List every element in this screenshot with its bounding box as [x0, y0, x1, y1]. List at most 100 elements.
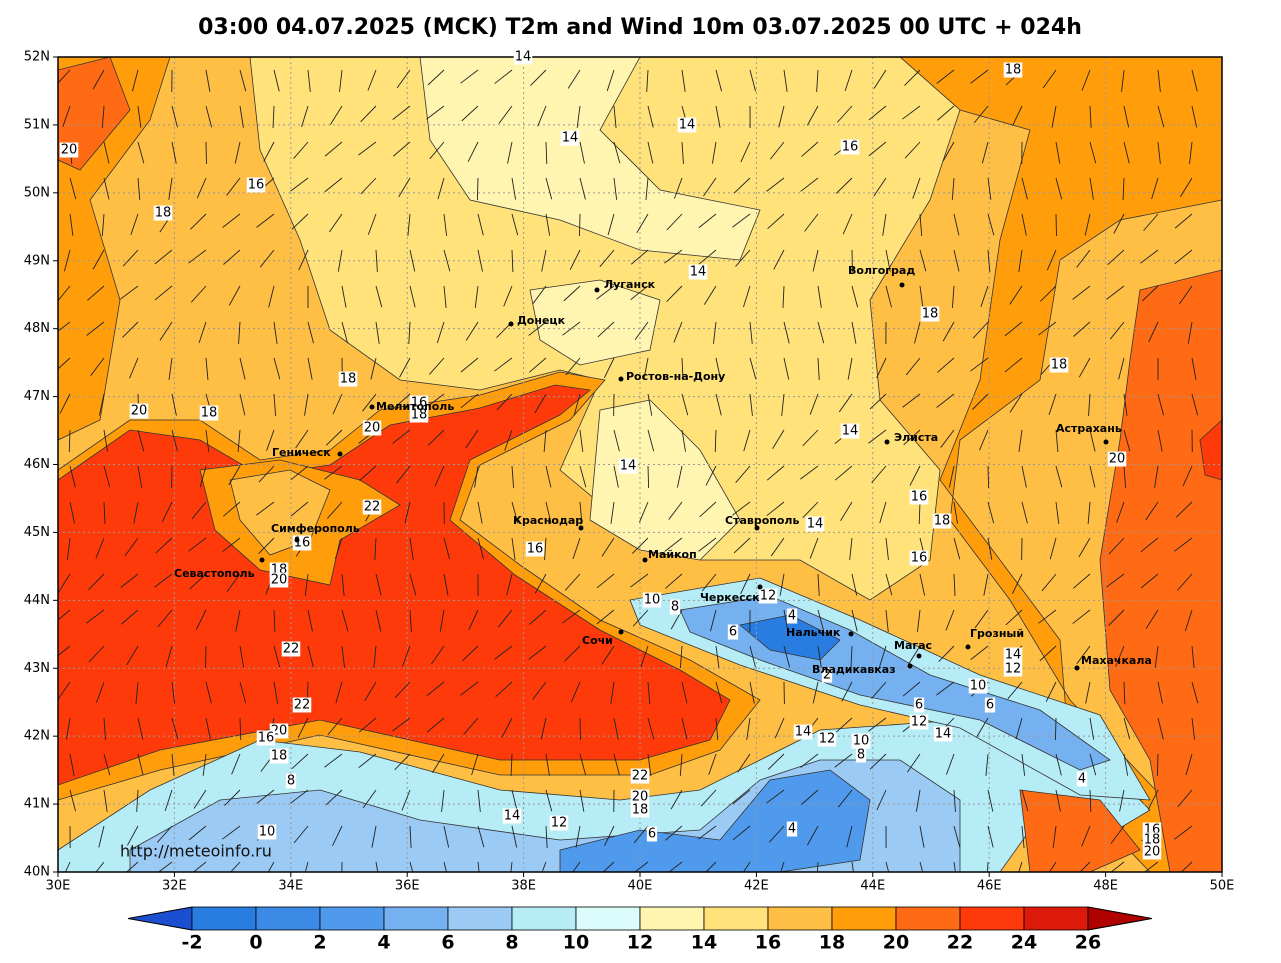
- wind-barb: [222, 213, 241, 228]
- wind-barb: [332, 393, 343, 415]
- wind-barb: [812, 681, 819, 704]
- wind-barb: [749, 357, 757, 380]
- wind-barb: [809, 393, 819, 415]
- wind-barb: [632, 537, 649, 554]
- city-dot: [757, 584, 763, 590]
- wind-barb: [443, 573, 449, 596]
- wind-barb: [496, 393, 513, 411]
- wind-barb: [953, 573, 956, 596]
- wind-barb: [164, 789, 173, 812]
- colorbar-label: 10: [563, 932, 589, 954]
- wind-barb: [268, 285, 275, 308]
- wind-barb: [431, 645, 445, 665]
- wind-barb: [1180, 861, 1193, 872]
- contour-label: 12: [551, 816, 568, 831]
- contour-label: 10: [259, 825, 276, 840]
- wind-barb: [665, 825, 683, 841]
- wind-barb: [749, 393, 753, 416]
- contour-label: 14: [1005, 648, 1022, 663]
- field-0-2: [739, 614, 841, 661]
- wind-barb: [1078, 537, 1091, 558]
- wind-barb: [477, 501, 483, 524]
- wind-barb: [768, 825, 785, 843]
- city-name: Черкесск: [700, 591, 760, 604]
- wind-barb: [816, 69, 819, 92]
- wind-barb: [1123, 717, 1131, 740]
- city-dot: [848, 631, 854, 637]
- wind-barb: [732, 213, 751, 228]
- wind-barb: [1143, 213, 1159, 231]
- contour-label-bg: [362, 420, 382, 436]
- wind-barb: [195, 609, 207, 630]
- wind-barb: [124, 537, 139, 557]
- wind-barb: [715, 681, 723, 704]
- wind-barb: [665, 573, 683, 589]
- wind-barb: [1039, 645, 1057, 662]
- wind-barb: [976, 717, 989, 738]
- wind-barb: [980, 285, 989, 307]
- wind-barb: [1055, 213, 1057, 237]
- wind-barb: [849, 537, 853, 560]
- wind-barb: [953, 213, 960, 236]
- wind-barb: [273, 681, 279, 704]
- wind-barb: [427, 69, 445, 86]
- wind-barb: [304, 861, 309, 872]
- contour-label-bg: [281, 641, 301, 657]
- wind-barb: [948, 465, 955, 488]
- wind-barb: [98, 393, 105, 416]
- wind-barb: [981, 141, 989, 164]
- contour-label-bg: [1142, 832, 1162, 848]
- wind-barb: [1123, 681, 1126, 705]
- wind-barb: [681, 717, 688, 740]
- city-name: Геническ: [272, 446, 331, 459]
- wind-barb: [291, 753, 309, 770]
- wind-barb: [154, 249, 173, 265]
- contour-label: 18: [201, 406, 218, 421]
- wind-barb: [168, 177, 173, 200]
- wind-barb: [239, 681, 247, 704]
- wind-barb: [95, 537, 105, 559]
- wind-barb: [1148, 321, 1159, 343]
- wind-barb: [746, 717, 751, 740]
- contour-label-bg: [968, 678, 988, 694]
- wind-barb: [1157, 681, 1163, 704]
- wind-barb: [681, 429, 686, 452]
- wind-barb: [467, 141, 479, 162]
- wind-barb: [1140, 249, 1159, 264]
- y-tick-label: 45N: [24, 525, 50, 540]
- x-tick-label: 46E: [977, 879, 1002, 894]
- wind-barb: [171, 717, 179, 740]
- wind-barb: [1191, 645, 1195, 668]
- wind-barb: [222, 537, 241, 552]
- wind-barb: [1021, 177, 1028, 200]
- wind-barb: [545, 825, 548, 848]
- field-22-24: [1199, 419, 1222, 481]
- wind-barb: [401, 645, 411, 667]
- city-name: Магас: [894, 639, 932, 652]
- wind-barb: [273, 393, 277, 416]
- wind-barb: [1174, 825, 1193, 840]
- wind-barb: [501, 717, 513, 738]
- wind-barb: [596, 573, 615, 589]
- wind-barb: [409, 609, 412, 632]
- wind-barb: [743, 285, 751, 308]
- field-20-22: [1019, 789, 1141, 872]
- wind-barb: [222, 825, 241, 840]
- wind-barb: [986, 861, 989, 872]
- contour-label: 12: [911, 715, 928, 730]
- contour-label-bg: [913, 697, 925, 713]
- wind-barb: [58, 573, 71, 593]
- y-tick-label: 46N: [24, 457, 50, 472]
- wind-barb: [375, 861, 379, 872]
- city-name: Майкоп: [648, 548, 697, 561]
- wind-barb: [1113, 213, 1125, 234]
- wind-barb: [297, 717, 309, 738]
- wind-barb: [441, 789, 445, 812]
- wind-barb: [681, 69, 686, 92]
- y-tick-label: 51N: [24, 117, 50, 132]
- wind-barb: [120, 573, 139, 588]
- wind-barb: [937, 105, 955, 121]
- wind-barb: [273, 357, 281, 380]
- wind-barb: [273, 645, 281, 668]
- wind-barb: [783, 645, 791, 668]
